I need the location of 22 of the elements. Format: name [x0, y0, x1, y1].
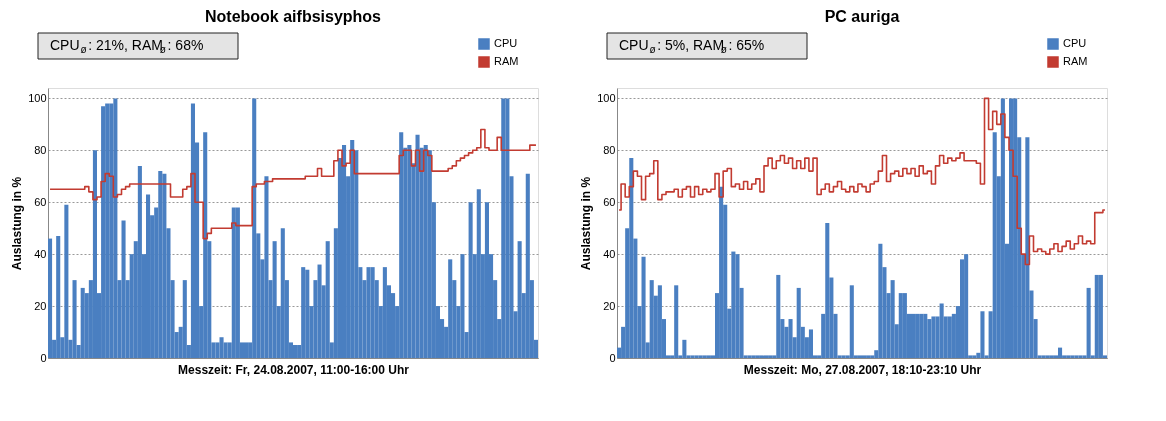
y-axis-title: Auslastung in % — [579, 176, 594, 271]
y-tick-label: 100 — [28, 91, 47, 104]
y-tick-label: 60 — [603, 195, 616, 208]
y-tick-label: 0 — [609, 351, 616, 364]
y-tick-label: 80 — [603, 143, 616, 156]
y-tick-label: 60 — [34, 195, 47, 208]
x-axis-title: Messzeit: Fr, 24.08.2007, 11:00-16:00 Uhr — [178, 362, 410, 377]
x-axis-title: Messzeit: Mo, 27.08.2007, 18:10-23:10 Uhr — [743, 362, 982, 377]
legend-label: CPU — [494, 37, 518, 49]
y-tick-label: 20 — [603, 299, 616, 312]
y-tick-label: 40 — [603, 247, 616, 260]
y-tick-label: 20 — [34, 299, 47, 312]
y-axis-title: Auslastung in % — [10, 176, 25, 271]
y-tick-label: 0 — [40, 351, 47, 364]
y-tick-label: 80 — [34, 143, 47, 156]
chart-title: PC auriga — [824, 7, 900, 25]
y-tick-label: 100 — [597, 91, 616, 104]
y-tick-label: 40 — [34, 247, 47, 260]
chart-title: Notebook aifbsisyphos — [204, 7, 382, 25]
legend-label: RAM — [1063, 55, 1088, 67]
legend-label: CPU — [1063, 37, 1087, 49]
legend-label: RAM — [494, 55, 519, 67]
